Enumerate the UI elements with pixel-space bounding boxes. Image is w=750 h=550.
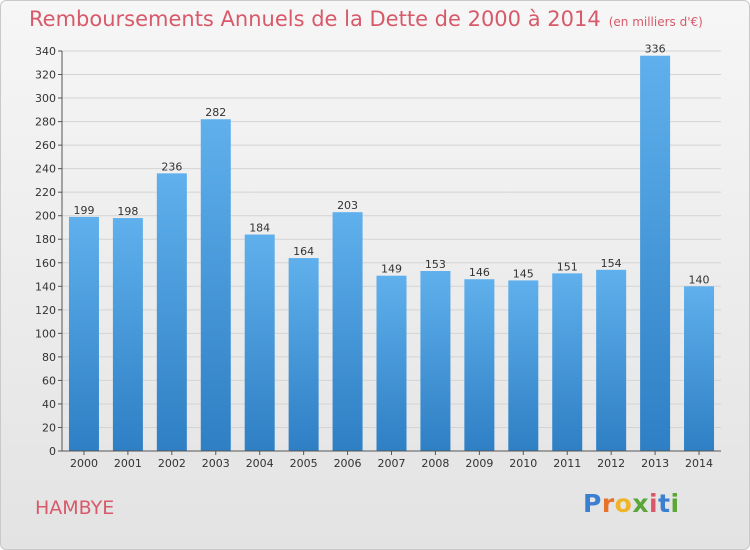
- bar-value-label: 199: [73, 204, 94, 217]
- y-tick-label: 80: [42, 351, 56, 364]
- y-tick-label: 340: [35, 45, 56, 58]
- bar-value-label: 145: [513, 267, 534, 280]
- bar: [684, 286, 715, 451]
- bar: [640, 55, 671, 452]
- y-tick-label: 160: [35, 257, 56, 270]
- logo-letter: P: [583, 489, 602, 518]
- bar-value-label: 146: [469, 266, 490, 279]
- bar-value-label: 154: [601, 257, 622, 270]
- x-tick-label: 2001: [114, 457, 142, 470]
- chart-unit-label: (en milliers d'€): [608, 15, 703, 29]
- x-tick-label: 2013: [641, 457, 669, 470]
- y-tick-label: 20: [42, 421, 56, 434]
- x-tick-label: 2005: [290, 457, 318, 470]
- x-tick-label: 2006: [334, 457, 362, 470]
- x-tick-label: 2014: [685, 457, 713, 470]
- bar-value-label: 282: [205, 106, 226, 119]
- logo-letter: x: [632, 489, 649, 518]
- bar: [596, 269, 627, 451]
- y-tick-label: 280: [35, 116, 56, 129]
- bar: [244, 234, 275, 451]
- x-tick-label: 2002: [158, 457, 186, 470]
- x-tick-label: 2008: [421, 457, 449, 470]
- bar-value-label: 149: [381, 263, 402, 276]
- x-tick-label: 2004: [246, 457, 274, 470]
- bar-value-label: 153: [425, 258, 446, 271]
- bar: [112, 218, 143, 451]
- y-tick-label: 220: [35, 186, 56, 199]
- y-tick-label: 40: [42, 398, 56, 411]
- chart-title: Remboursements Annuels de la Dette de 20…: [29, 7, 703, 31]
- y-tick-label: 200: [35, 210, 56, 223]
- bar-value-label: 198: [117, 205, 138, 218]
- x-tick-label: 2011: [553, 457, 581, 470]
- y-tick-label: 120: [35, 304, 56, 317]
- y-tick-label: 300: [35, 92, 56, 105]
- logo-letter: i: [649, 489, 659, 518]
- x-tick-label: 2007: [378, 457, 406, 470]
- y-tick-label: 0: [49, 445, 56, 458]
- chart-title-text: Remboursements Annuels de la Dette de 20…: [29, 7, 601, 31]
- y-tick-label: 180: [35, 233, 56, 246]
- y-tick-label: 320: [35, 69, 56, 82]
- bar: [68, 216, 99, 451]
- bar: [288, 258, 319, 451]
- y-tick-label: 240: [35, 163, 56, 176]
- x-tick-label: 2010: [509, 457, 537, 470]
- y-tick-label: 140: [35, 280, 56, 293]
- logo-letter: o: [614, 489, 633, 518]
- logo-letter: r: [601, 489, 615, 518]
- bar-series: 199 198 236 282 184 164 203 149 153 146 145 151 154 3…: [68, 43, 715, 452]
- bar-value-label: 151: [557, 260, 578, 273]
- bar: [200, 119, 231, 451]
- bar: [332, 212, 363, 451]
- bar-value-label: 236: [161, 160, 182, 173]
- proxiti-logo: Proxiti: [583, 489, 680, 518]
- commune-name: HAMBYE: [35, 497, 115, 519]
- bar: [464, 279, 495, 451]
- x-tick-label: 2012: [597, 457, 625, 470]
- axes: 0 20 40 60 80 100 120 140 160 180 200 220 240 260 280 3…: [35, 45, 721, 470]
- y-tick-label: 60: [42, 374, 56, 387]
- bar-value-label: 203: [337, 199, 358, 212]
- logo-letter: i: [670, 489, 680, 518]
- x-tick-label: 2003: [202, 457, 230, 470]
- bar-value-label: 164: [293, 245, 314, 258]
- x-tick-label: 2009: [465, 457, 493, 470]
- bar: [552, 273, 583, 451]
- y-tick-label: 100: [35, 327, 56, 340]
- bar: [376, 275, 407, 451]
- bar: [156, 173, 187, 451]
- bar: [420, 271, 451, 451]
- y-tick-label: 260: [35, 139, 56, 152]
- logo-letter: t: [658, 489, 671, 518]
- bar-value-label: 336: [645, 43, 666, 56]
- bar: [508, 280, 539, 451]
- bar-value-label: 184: [249, 222, 270, 235]
- x-tick-label: 2000: [70, 457, 98, 470]
- bar-value-label: 140: [689, 273, 710, 286]
